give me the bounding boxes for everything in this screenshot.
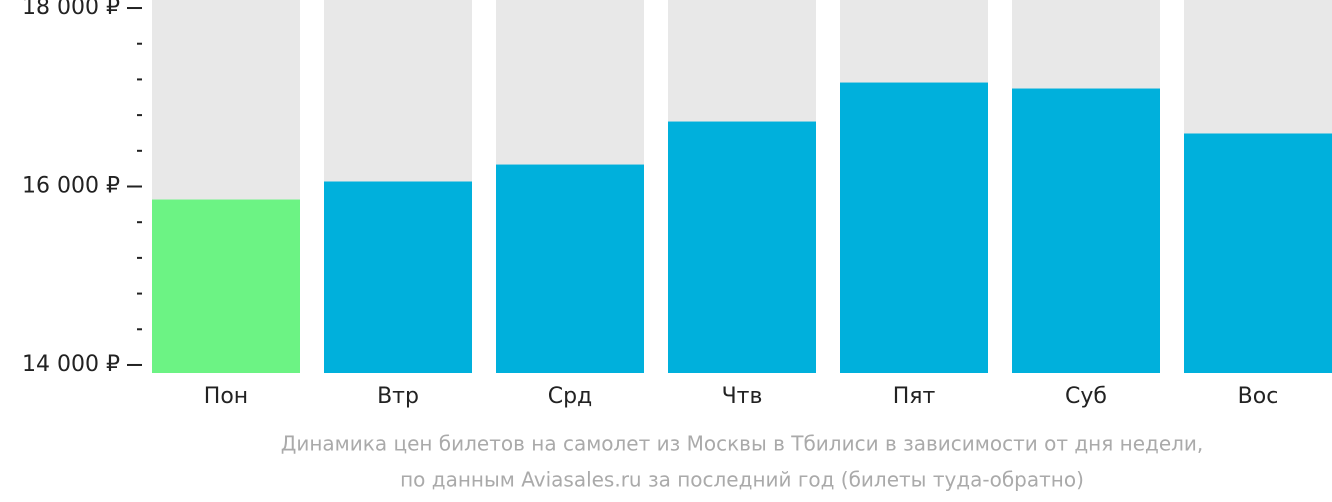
x-tick-label: Срд — [548, 384, 593, 409]
bar — [840, 82, 988, 373]
x-tick-label: Чтв — [722, 384, 763, 409]
bar — [1184, 133, 1332, 373]
bar — [152, 199, 300, 373]
chart-subtitle: по данным Aviasales.ru за последний год … — [400, 468, 1084, 492]
chart-title: Динамика цен билетов на самолет из Москв… — [281, 432, 1204, 456]
bar — [324, 181, 472, 373]
x-tick-label: Вос — [1238, 384, 1279, 409]
bar — [496, 164, 644, 373]
x-tick-label: Суб — [1065, 384, 1107, 409]
x-tick-label: Пят — [893, 384, 936, 409]
x-tick-label: Втр — [377, 384, 419, 409]
y-tick-label: 18 000 ₽ — [22, 0, 120, 20]
bar — [1012, 88, 1160, 374]
bar — [668, 121, 816, 373]
x-tick-label: Пон — [204, 384, 248, 409]
y-tick-label: 14 000 ₽ — [22, 352, 120, 377]
y-tick-label: 16 000 ₽ — [22, 174, 120, 199]
